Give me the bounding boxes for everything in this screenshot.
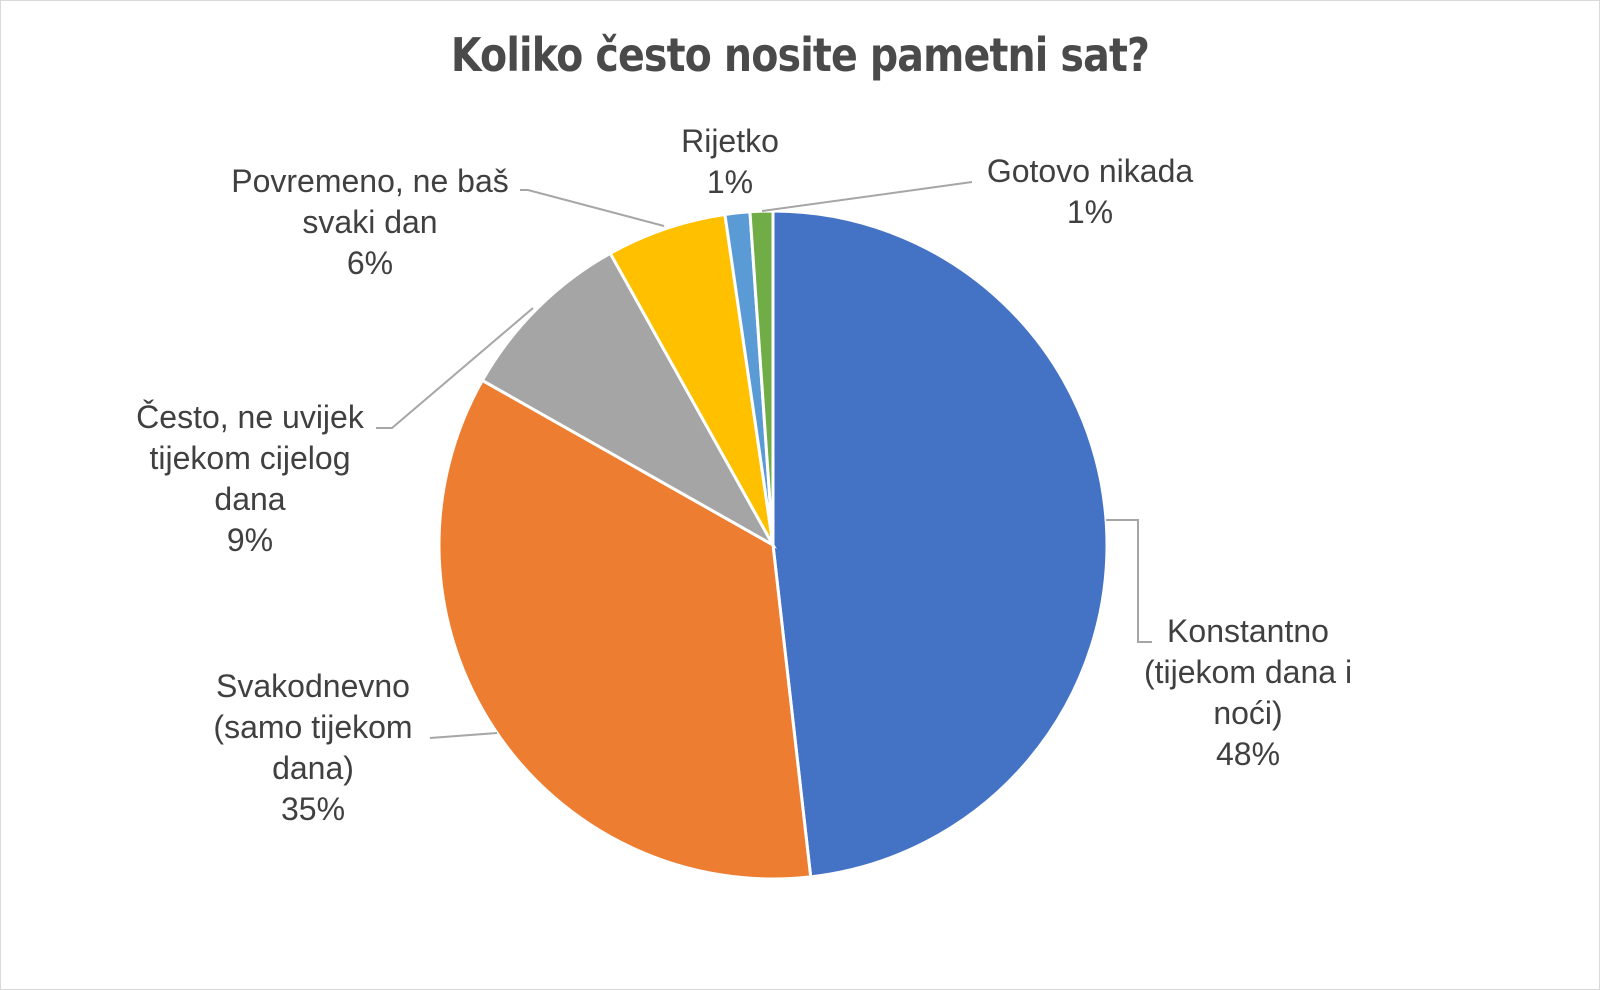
pie-slice-konstantno <box>771 209 1109 879</box>
leader-line-esto-ne-uvijek <box>376 307 534 429</box>
data-label-konstantno: Konstantno (tijekom dana i noći) 48% <box>1144 613 1352 772</box>
pie-slices <box>437 209 1109 881</box>
data-label-line: dana) <box>272 750 354 786</box>
data-label-svakodnevno: Svakodnevno (samo tijekom dana) 35% <box>213 668 412 827</box>
data-label-povremeno-ne-ba: Povremeno, ne baš svaki dan 6% <box>231 163 509 281</box>
leader-line-konstantno <box>1106 519 1152 643</box>
data-label-value: 1% <box>707 164 753 200</box>
data-label-line: Svakodnevno <box>216 668 410 704</box>
data-label-value: 48% <box>1216 736 1280 772</box>
leader-line-svakodnevno <box>429 732 498 739</box>
data-label-line: Povremeno, ne baš <box>231 163 509 199</box>
data-label-line: (samo tijekom <box>213 709 412 745</box>
data-label-gotovo-nikada: Gotovo nikada 1% <box>987 153 1194 230</box>
data-label-line: tijekom cijelog <box>150 440 351 476</box>
leader-lines <box>376 181 1152 739</box>
data-label-line: Rijetko <box>681 123 779 159</box>
data-label-line: svaki dan <box>302 204 437 240</box>
data-labels: Konstantno (tijekom dana i noći) 48% Svakodn… <box>136 123 1352 827</box>
data-label-line: (tijekom dana i <box>1144 654 1352 690</box>
leader-line-povremeno-ne-ba <box>520 189 665 227</box>
data-label-line: noći) <box>1213 695 1282 731</box>
data-label-esto-ne-uvijek: Često, ne uvijek tijekom cijelog dana 9% <box>136 399 365 558</box>
data-label-line: Konstantno <box>1167 613 1329 649</box>
data-label-value: 35% <box>281 791 345 827</box>
data-label-line: Često, ne uvijek <box>136 399 365 435</box>
chart-title: Koliko često nosite pametni sat? <box>450 28 1150 82</box>
pie-slice-gotovo-nikada <box>748 209 775 546</box>
pie-slice-svakodnevno <box>437 378 813 881</box>
data-label-line: Gotovo nikada <box>987 153 1194 189</box>
data-label-value: 1% <box>1067 194 1113 230</box>
leader-line-gotovo-nikada <box>761 181 973 212</box>
data-label-rijetko: Rijetko 1% <box>681 123 779 200</box>
data-label-value: 6% <box>347 245 393 281</box>
data-label-line: dana <box>214 481 285 517</box>
data-label-value: 9% <box>227 522 273 558</box>
pie-slice-esto-ne-uvijek <box>480 251 777 549</box>
